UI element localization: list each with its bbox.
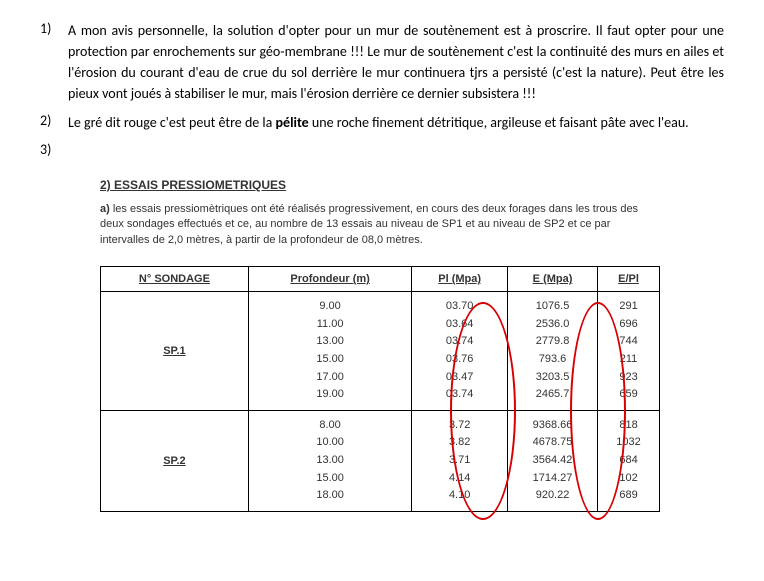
section-title-num: 2) — [100, 178, 111, 192]
list2-pre: Le gré dit rouge c'est peut être de la — [68, 114, 276, 131]
cell-sp1-e: 1076.52536.02779.8793.63203.52465.7 — [507, 292, 597, 411]
list-item-3: 3) — [40, 141, 724, 158]
table-header-row: N° SONDAGE Profondeur (m) Pl (Mpa) E (Mp… — [101, 267, 660, 292]
table-row-sp2: SP.2 8.0010.0013.0015.0018.00 3.723.823.… — [101, 410, 660, 511]
list-item-2: 2) Le gré dit rouge c'est peut être de l… — [40, 112, 724, 133]
cell-sp1-prof: 9.0011.0013.0015.0017.0019.00 — [248, 292, 411, 411]
cell-sp2-pl: 3.723.823.714.144.10 — [412, 410, 508, 511]
section-title: 2) ESSAIS PRESSIOMETRIQUES — [100, 178, 724, 192]
cell-sp1-epl: 291696744211923659 — [598, 292, 660, 411]
pressiometric-table: N° SONDAGE Profondeur (m) Pl (Mpa) E (Mp… — [100, 266, 660, 512]
cell-sp2-sondage: SP.2 — [101, 410, 249, 511]
list-num-1: 1) — [40, 20, 68, 104]
list-text-1: A mon avis personnelle, la solution d'op… — [68, 20, 724, 104]
table-row-sp1: SP.1 9.0011.0013.0015.0017.0019.00 03.70… — [101, 292, 660, 411]
list-item-1: 1) A mon avis personnelle, la solution d… — [40, 20, 724, 104]
cell-sp2-epl: 8181032684102689 — [598, 410, 660, 511]
cell-sp2-e: 9368.664678.753564.421714.27920.22 — [507, 410, 597, 511]
list-num-2: 2) — [40, 112, 68, 133]
list2-bold: pélite — [276, 114, 309, 131]
th-epl: E/Pl — [598, 267, 660, 292]
section-desc: a) les essais pressiomètriques ont été r… — [100, 202, 640, 248]
section-title-text: ESSAIS PRESSIOMETRIQUES — [114, 178, 286, 192]
table-wrapper: N° SONDAGE Profondeur (m) Pl (Mpa) E (Mp… — [100, 266, 660, 512]
th-e: E (Mpa) — [507, 267, 597, 292]
th-sondage: N° SONDAGE — [101, 267, 249, 292]
cell-sp1-sondage: SP.1 — [101, 292, 249, 411]
section-desc-text: les essais pressiomètriques ont été réal… — [100, 203, 638, 246]
list2-post: une roche finement détritique, argileuse… — [309, 114, 689, 131]
embedded-section: 2) ESSAIS PRESSIOMETRIQUES a) les essais… — [100, 178, 724, 515]
th-pl: Pl (Mpa) — [412, 267, 508, 292]
section-desc-label: a) — [100, 203, 110, 215]
cell-sp1-pl: 03.7003.6403.7403.7603.4703.74 — [412, 292, 508, 411]
th-prof: Profondeur (m) — [248, 267, 411, 292]
list-text-2: Le gré dit rouge c'est peut être de la p… — [68, 112, 689, 133]
list-num-3: 3) — [40, 141, 68, 158]
cell-sp2-prof: 8.0010.0013.0015.0018.00 — [248, 410, 411, 511]
